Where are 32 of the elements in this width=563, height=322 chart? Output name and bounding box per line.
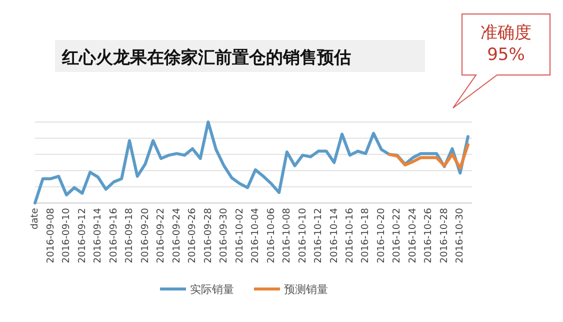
x-tick-label: 2016-10-06 bbox=[266, 208, 277, 264]
x-tick-label: 2016-09-10 bbox=[61, 208, 72, 264]
x-tick-label: 2016-10-04 bbox=[250, 208, 262, 264]
x-tick-label: 2016-09-30 bbox=[218, 208, 230, 264]
chart-title: 红心火龙果在徐家汇前置仓的销售预估 bbox=[61, 48, 351, 68]
x-tick-label: 2016-10-02 bbox=[234, 208, 246, 264]
x-tick-label: 2016-10-20 bbox=[376, 208, 388, 264]
legend-label: 实际销量 bbox=[190, 283, 234, 296]
x-tick-label: 2016-09-14 bbox=[92, 208, 104, 264]
x-tick-label: 2016-10-22 bbox=[392, 208, 403, 264]
text: 准确度 95% bbox=[480, 23, 532, 65]
x-tick-label: date bbox=[30, 208, 41, 230]
x-tick-label: 2016-10-28 bbox=[438, 208, 450, 264]
x-tick-label: 2016-09-12 bbox=[76, 208, 88, 264]
x-tick-label: 2016-10-18 bbox=[360, 208, 372, 264]
x-tick-label: 2016-09-08 bbox=[45, 208, 56, 264]
legend-label: 预测销量 bbox=[284, 283, 328, 296]
x-tick-label: 2016-09-26 bbox=[187, 208, 198, 264]
x-tick-label: 2016-09-22 bbox=[156, 208, 167, 264]
x-tick-label: 2016-10-24 bbox=[407, 208, 418, 264]
x-tick-label: 2016-10-12 bbox=[313, 208, 324, 264]
x-tick-label: 2016-10-26 bbox=[423, 208, 434, 264]
x-tick-label: 2016-10-30 bbox=[454, 208, 466, 264]
x-tick-label: 2016-10-10 bbox=[297, 208, 308, 264]
x-tick-label: 2016-10-16 bbox=[344, 208, 356, 264]
x-tick-label: 2016-10-08 bbox=[282, 208, 293, 264]
x-tick-label: 2016-09-18 bbox=[124, 208, 136, 264]
x-tick-label: 2016-09-16 bbox=[108, 208, 120, 264]
x-tick-label: 2016-09-28 bbox=[202, 208, 214, 264]
x-tick-label: 2016-09-24 bbox=[171, 208, 182, 264]
x-tick-label: 2016-09-20 bbox=[140, 208, 151, 264]
x-tick-label: 2016-10-14 bbox=[328, 208, 340, 264]
